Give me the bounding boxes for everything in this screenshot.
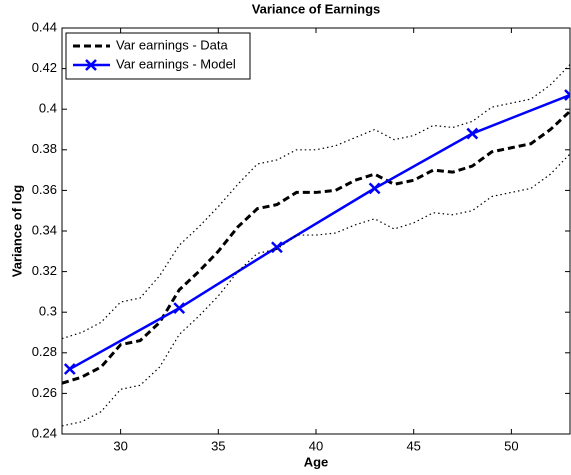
legend-label: Var earnings - Data [116,37,229,52]
y-tick-label: 0.24 [32,425,57,440]
marker [466,127,479,140]
series-line [62,153,570,427]
y-tick-label: 0.34 [32,222,57,237]
marker [173,302,186,315]
y-tick-label: 0.3 [39,304,57,319]
y-tick-label: 0.44 [32,19,57,34]
x-tick-label: 35 [211,438,225,453]
series-line [69,93,570,371]
chart-title: Variance of Earnings [252,1,381,16]
x-tick-label: 50 [504,438,518,453]
legend-box [65,32,251,80]
x-tick-label: 45 [406,438,420,453]
y-tick-label: 0.28 [32,344,57,359]
marker [63,363,76,375]
y-tick-label: 0.42 [32,60,57,75]
y-tick-label: 0.26 [32,385,57,400]
marker [271,241,283,254]
series-line [62,64,570,340]
x-tick-label: 30 [113,438,127,453]
marker [564,89,570,101]
x-axis-label: Age [304,454,329,469]
marker [368,182,381,195]
y-axis-label: Variance of log [9,185,24,278]
x-tick-label: 40 [309,438,323,453]
series-line [62,110,570,385]
legend-label: Var earnings - Model [116,56,236,71]
plot-frame [61,27,571,435]
plot-area [62,64,570,427]
y-tick-label: 0.4 [39,101,57,116]
y-tick-label: 0.38 [32,141,57,156]
y-tick-label: 0.36 [32,182,57,197]
marker [85,59,97,71]
y-tick-label: 0.32 [32,263,57,278]
